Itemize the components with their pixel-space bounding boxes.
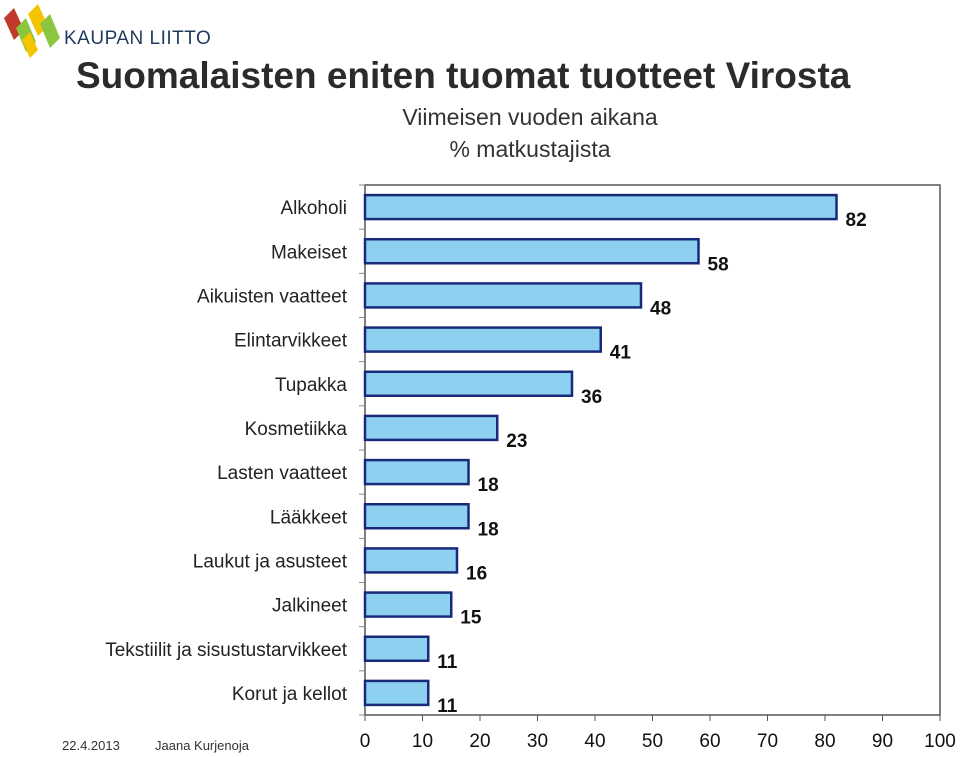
bar bbox=[363, 238, 700, 265]
data-label: 15 bbox=[460, 608, 482, 629]
category-label: Elintarvikkeet bbox=[234, 331, 348, 352]
page-title: Suomalaisten eniten tuomat tuotteet Viro… bbox=[76, 55, 851, 96]
x-tick-label: 40 bbox=[584, 731, 605, 752]
category-label: Tekstiilit ja sisustustarvikkeet bbox=[105, 640, 348, 661]
category-label: Korut ja kellot bbox=[232, 684, 348, 705]
category-label: Makeiset bbox=[271, 242, 348, 263]
data-label: 23 bbox=[506, 431, 527, 452]
data-label: 48 bbox=[650, 298, 671, 319]
data-label: 18 bbox=[478, 519, 499, 540]
x-tick-label: 70 bbox=[757, 731, 778, 752]
bar bbox=[363, 635, 430, 662]
kaupan-liitto-logo bbox=[4, 4, 60, 58]
bar bbox=[363, 370, 574, 397]
footer-author: Jaana Kurjenoja bbox=[155, 738, 249, 753]
category-label: Jalkineet bbox=[272, 596, 348, 617]
chart-unit-subtitle: % matkustajista bbox=[449, 136, 611, 162]
category-label: Lasten vaatteet bbox=[217, 463, 348, 484]
bar bbox=[363, 547, 459, 574]
x-tick-label: 10 bbox=[412, 731, 433, 752]
bar bbox=[363, 326, 602, 353]
bar bbox=[363, 591, 453, 618]
data-label: 36 bbox=[581, 387, 602, 408]
x-tick-label: 80 bbox=[814, 731, 835, 752]
bar bbox=[363, 414, 499, 442]
category-label: Kosmetiikka bbox=[245, 419, 348, 440]
data-label: 11 bbox=[437, 696, 458, 717]
chart-subtitle: Viimeisen vuoden aikana bbox=[402, 104, 658, 130]
category-label: Laukut ja asusteet bbox=[193, 551, 348, 572]
category-label: Aikuisten vaatteet bbox=[197, 286, 348, 307]
data-label: 82 bbox=[846, 210, 867, 231]
x-tick-label: 0 bbox=[360, 731, 371, 752]
data-label: 18 bbox=[478, 475, 499, 496]
x-tick-label: 50 bbox=[642, 731, 663, 752]
data-label: 58 bbox=[708, 254, 729, 275]
data-label: 41 bbox=[610, 343, 632, 364]
data-label: 16 bbox=[466, 563, 487, 584]
x-tick-label: 100 bbox=[924, 731, 956, 752]
category-label: Alkoholi bbox=[280, 198, 347, 219]
category-label: Tupakka bbox=[275, 375, 348, 396]
bar bbox=[363, 679, 430, 707]
x-tick-label: 30 bbox=[527, 731, 548, 752]
category-label: Lääkkeet bbox=[270, 507, 348, 528]
x-tick-label: 90 bbox=[872, 731, 893, 752]
bar bbox=[363, 282, 643, 309]
footer-date: 22.4.2013 bbox=[62, 738, 120, 753]
bar bbox=[363, 193, 838, 221]
bar bbox=[363, 503, 470, 530]
brand-name: KAUPAN LIITTO bbox=[64, 28, 212, 49]
x-tick-label: 60 bbox=[699, 731, 720, 752]
data-label: 11 bbox=[437, 652, 458, 673]
x-tick-label: 20 bbox=[469, 731, 490, 752]
bar bbox=[363, 458, 470, 486]
